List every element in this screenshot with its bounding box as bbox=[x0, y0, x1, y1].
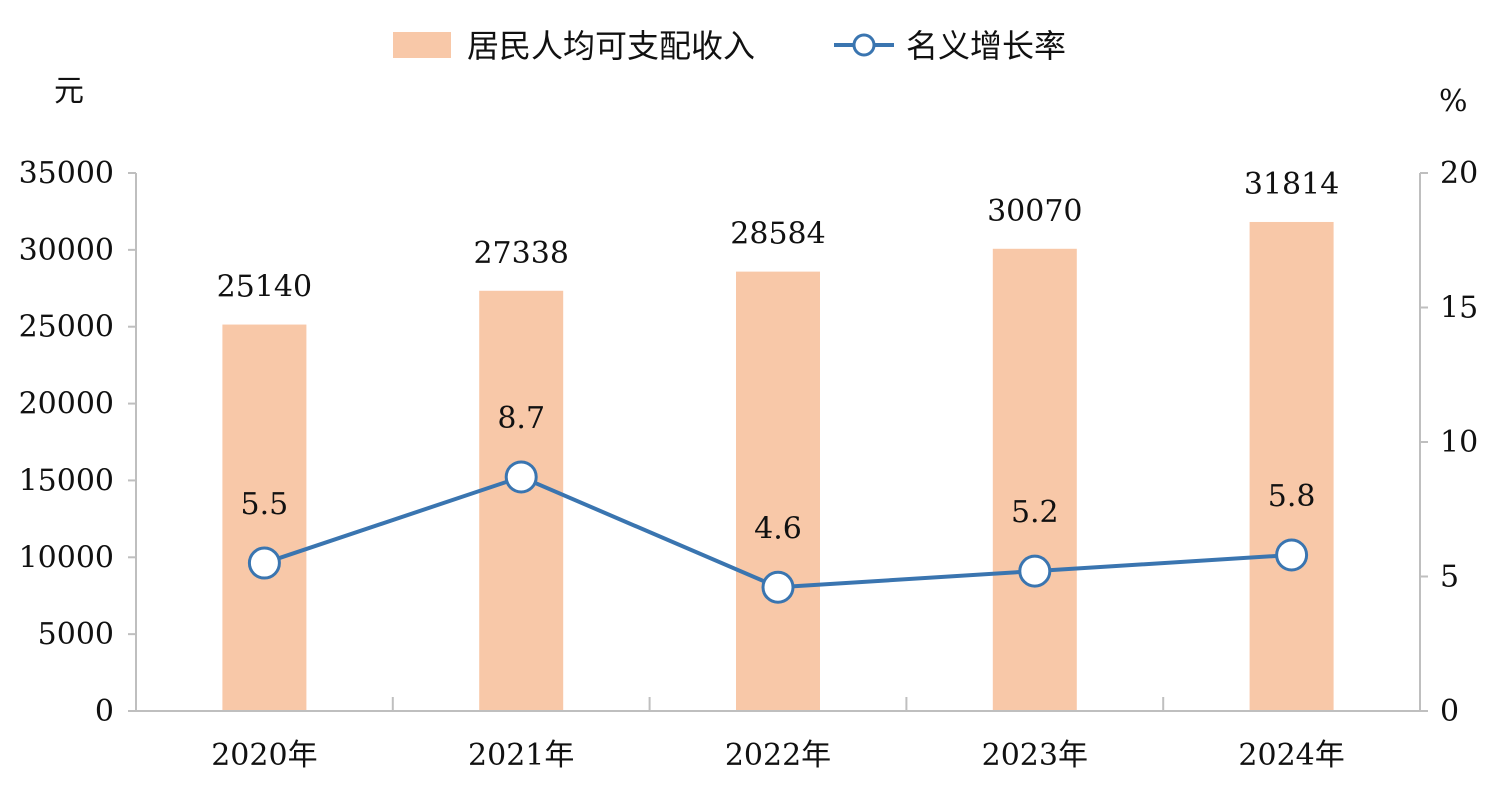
right-axis-unit: % bbox=[1439, 84, 1468, 119]
right-tick-label-2: 10 bbox=[1440, 425, 1478, 460]
bar-0 bbox=[222, 324, 307, 711]
left-tick-label-2: 10000 bbox=[19, 540, 114, 575]
left-tick-label-4: 20000 bbox=[19, 387, 114, 422]
bar-value-label-4: 31814 bbox=[1244, 167, 1339, 202]
growth-point-3 bbox=[1018, 554, 1052, 588]
bar-value-label-3: 30070 bbox=[987, 194, 1082, 229]
left-tick-label-1: 5000 bbox=[38, 617, 114, 652]
bar-2 bbox=[736, 271, 820, 711]
left-tick-label-6: 30000 bbox=[19, 233, 114, 268]
growth-value-label-1: 8.7 bbox=[497, 401, 545, 436]
legend-bar-swatch bbox=[393, 32, 451, 58]
legend-label-income: 居民人均可支配收入 bbox=[467, 27, 755, 65]
growth-value-label-0: 5.5 bbox=[241, 487, 289, 522]
right-tick-label-4: 20 bbox=[1440, 156, 1478, 191]
growth-value-label-3: 5.2 bbox=[1011, 495, 1059, 530]
bar-4 bbox=[1249, 221, 1334, 711]
left-tick-label-5: 25000 bbox=[19, 310, 114, 345]
x-tick-label-1: 2021年 bbox=[468, 738, 574, 773]
growth-point-4 bbox=[1275, 538, 1309, 572]
left-axis-unit: 元 bbox=[54, 74, 84, 109]
growth-point-0 bbox=[247, 546, 281, 580]
legend-line-marker bbox=[852, 33, 876, 57]
left-tick-label-7: 35000 bbox=[19, 156, 114, 191]
growth-point-1 bbox=[504, 460, 538, 494]
bar-value-label-2: 28584 bbox=[730, 217, 825, 252]
x-tick-label-3: 2023年 bbox=[982, 738, 1088, 773]
growth-value-label-4: 5.8 bbox=[1268, 479, 1316, 514]
right-tick-label-1: 5 bbox=[1440, 560, 1459, 595]
x-tick-label-2: 2022年 bbox=[725, 738, 831, 773]
growth-point-2 bbox=[761, 570, 795, 604]
x-tick-label-4: 2024年 bbox=[1238, 738, 1344, 773]
right-tick-label-0: 0 bbox=[1440, 694, 1459, 729]
x-tick-label-0: 2020年 bbox=[211, 738, 317, 773]
bar-1 bbox=[479, 290, 564, 711]
legend-label-growth: 名义增长率 bbox=[906, 27, 1066, 65]
bar-value-label-0: 25140 bbox=[217, 270, 312, 305]
left-tick-label-0: 0 bbox=[95, 694, 114, 729]
left-tick-label-3: 15000 bbox=[19, 463, 114, 498]
right-tick-label-3: 15 bbox=[1440, 291, 1478, 326]
bar-3 bbox=[992, 248, 1077, 712]
growth-value-label-2: 4.6 bbox=[754, 511, 802, 546]
bar-value-label-1: 27338 bbox=[473, 236, 568, 271]
